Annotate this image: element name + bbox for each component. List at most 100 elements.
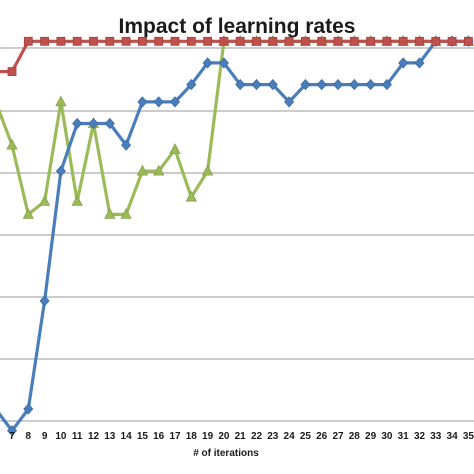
x-tick-label: 13 <box>104 431 116 442</box>
data-point-red <box>431 36 441 46</box>
x-tick-label: 9 <box>42 431 48 442</box>
data-point-red <box>235 36 245 46</box>
data-point-red <box>219 36 229 46</box>
data-point-green <box>169 143 181 154</box>
x-tick-label: 24 <box>284 431 296 442</box>
data-point-red <box>300 36 310 46</box>
data-point-blue <box>218 57 229 69</box>
data-point-green <box>22 208 34 219</box>
data-point-red <box>186 36 196 46</box>
data-point-red <box>333 36 343 46</box>
x-tick-label: 26 <box>316 431 328 442</box>
data-point-green <box>120 208 132 219</box>
x-tick-label: 12 <box>88 431 100 442</box>
data-point-blue <box>251 78 262 91</box>
data-point-blue <box>72 117 83 130</box>
chart-title: Impact of learning rates <box>119 15 356 38</box>
data-point-red <box>154 36 164 46</box>
data-point-blue <box>332 78 344 91</box>
data-point-blue <box>88 117 99 130</box>
x-tick-label: 32 <box>414 431 426 442</box>
data-point-blue <box>169 96 181 108</box>
data-point-red <box>382 36 392 46</box>
data-point-blue <box>398 57 409 69</box>
data-point-blue <box>316 78 327 91</box>
x-tick-label: 25 <box>300 431 312 442</box>
data-point-red <box>7 67 17 76</box>
x-tick-label: 29 <box>365 431 377 442</box>
x-tick-label: 15 <box>137 431 149 442</box>
x-axis-title: # of iterations <box>193 448 259 459</box>
data-point-blue <box>381 78 392 91</box>
data-point-red <box>137 36 147 46</box>
data-point-red <box>23 36 33 46</box>
gridlines <box>0 47 474 422</box>
data-point-green <box>153 164 165 176</box>
data-point-red <box>447 36 457 46</box>
data-point-blue <box>349 78 360 91</box>
data-point-blue <box>6 425 18 437</box>
data-point-green <box>185 190 197 202</box>
data-point-blue <box>414 57 425 69</box>
series-markers <box>6 34 474 437</box>
x-tick-label: 27 <box>332 431 344 442</box>
data-point-blue <box>300 78 311 91</box>
data-point-green <box>38 195 51 206</box>
x-tick-label: 35 <box>463 431 474 442</box>
x-tick-label: 28 <box>349 431 361 442</box>
data-point-green <box>104 208 116 219</box>
data-point-red <box>366 36 376 46</box>
data-point-red <box>268 36 278 46</box>
x-tick-label: 20 <box>218 431 230 442</box>
x-tick-label: 16 <box>153 431 165 442</box>
data-point-red <box>415 36 424 46</box>
data-point-blue <box>121 139 132 151</box>
data-point-blue <box>153 96 164 108</box>
data-point-blue <box>186 78 197 91</box>
data-point-blue <box>202 57 213 69</box>
data-point-blue <box>23 403 34 415</box>
data-point-red <box>463 36 473 46</box>
x-tick-label: 7 <box>9 431 15 442</box>
data-point-red <box>121 36 131 46</box>
x-tick-label: 22 <box>251 431 263 442</box>
data-point-red <box>349 36 359 46</box>
x-tick-label: 18 <box>186 431 198 442</box>
data-point-red <box>317 36 327 46</box>
data-point-blue <box>39 295 50 307</box>
data-point-red <box>284 36 294 46</box>
x-tick-label: 8 <box>26 431 32 442</box>
data-point-blue <box>55 165 66 177</box>
x-tick-label: 11 <box>72 431 83 442</box>
data-point-red <box>40 36 49 46</box>
series-line-blue <box>0 39 469 433</box>
data-point-red <box>252 36 261 46</box>
x-tick-label: 19 <box>202 431 214 442</box>
data-point-red <box>105 36 115 46</box>
data-point-red <box>72 36 82 46</box>
data-point-blue <box>267 78 278 91</box>
data-point-green <box>71 195 83 206</box>
data-point-blue <box>284 96 295 108</box>
data-point-red <box>89 36 98 46</box>
data-point-blue <box>137 96 148 108</box>
x-tick-label: 30 <box>381 431 393 442</box>
series-lines <box>0 39 469 433</box>
data-point-green <box>55 95 67 107</box>
x-tick-label: 34 <box>447 431 459 442</box>
x-tick-label: 14 <box>121 431 133 442</box>
x-tick-label: 21 <box>235 431 247 442</box>
x-tick-label: 33 <box>430 431 442 442</box>
data-point-red <box>398 36 408 46</box>
x-tick-label: 10 <box>55 431 67 442</box>
x-tick-label: 23 <box>267 431 279 442</box>
data-point-green <box>136 164 149 176</box>
data-point-blue <box>365 78 376 91</box>
x-tick-label: 31 <box>398 431 410 442</box>
data-point-red <box>56 36 66 46</box>
data-point-blue <box>104 117 115 130</box>
x-tick-label: 17 <box>169 431 181 442</box>
data-point-red <box>170 36 180 46</box>
data-point-green <box>201 164 214 176</box>
